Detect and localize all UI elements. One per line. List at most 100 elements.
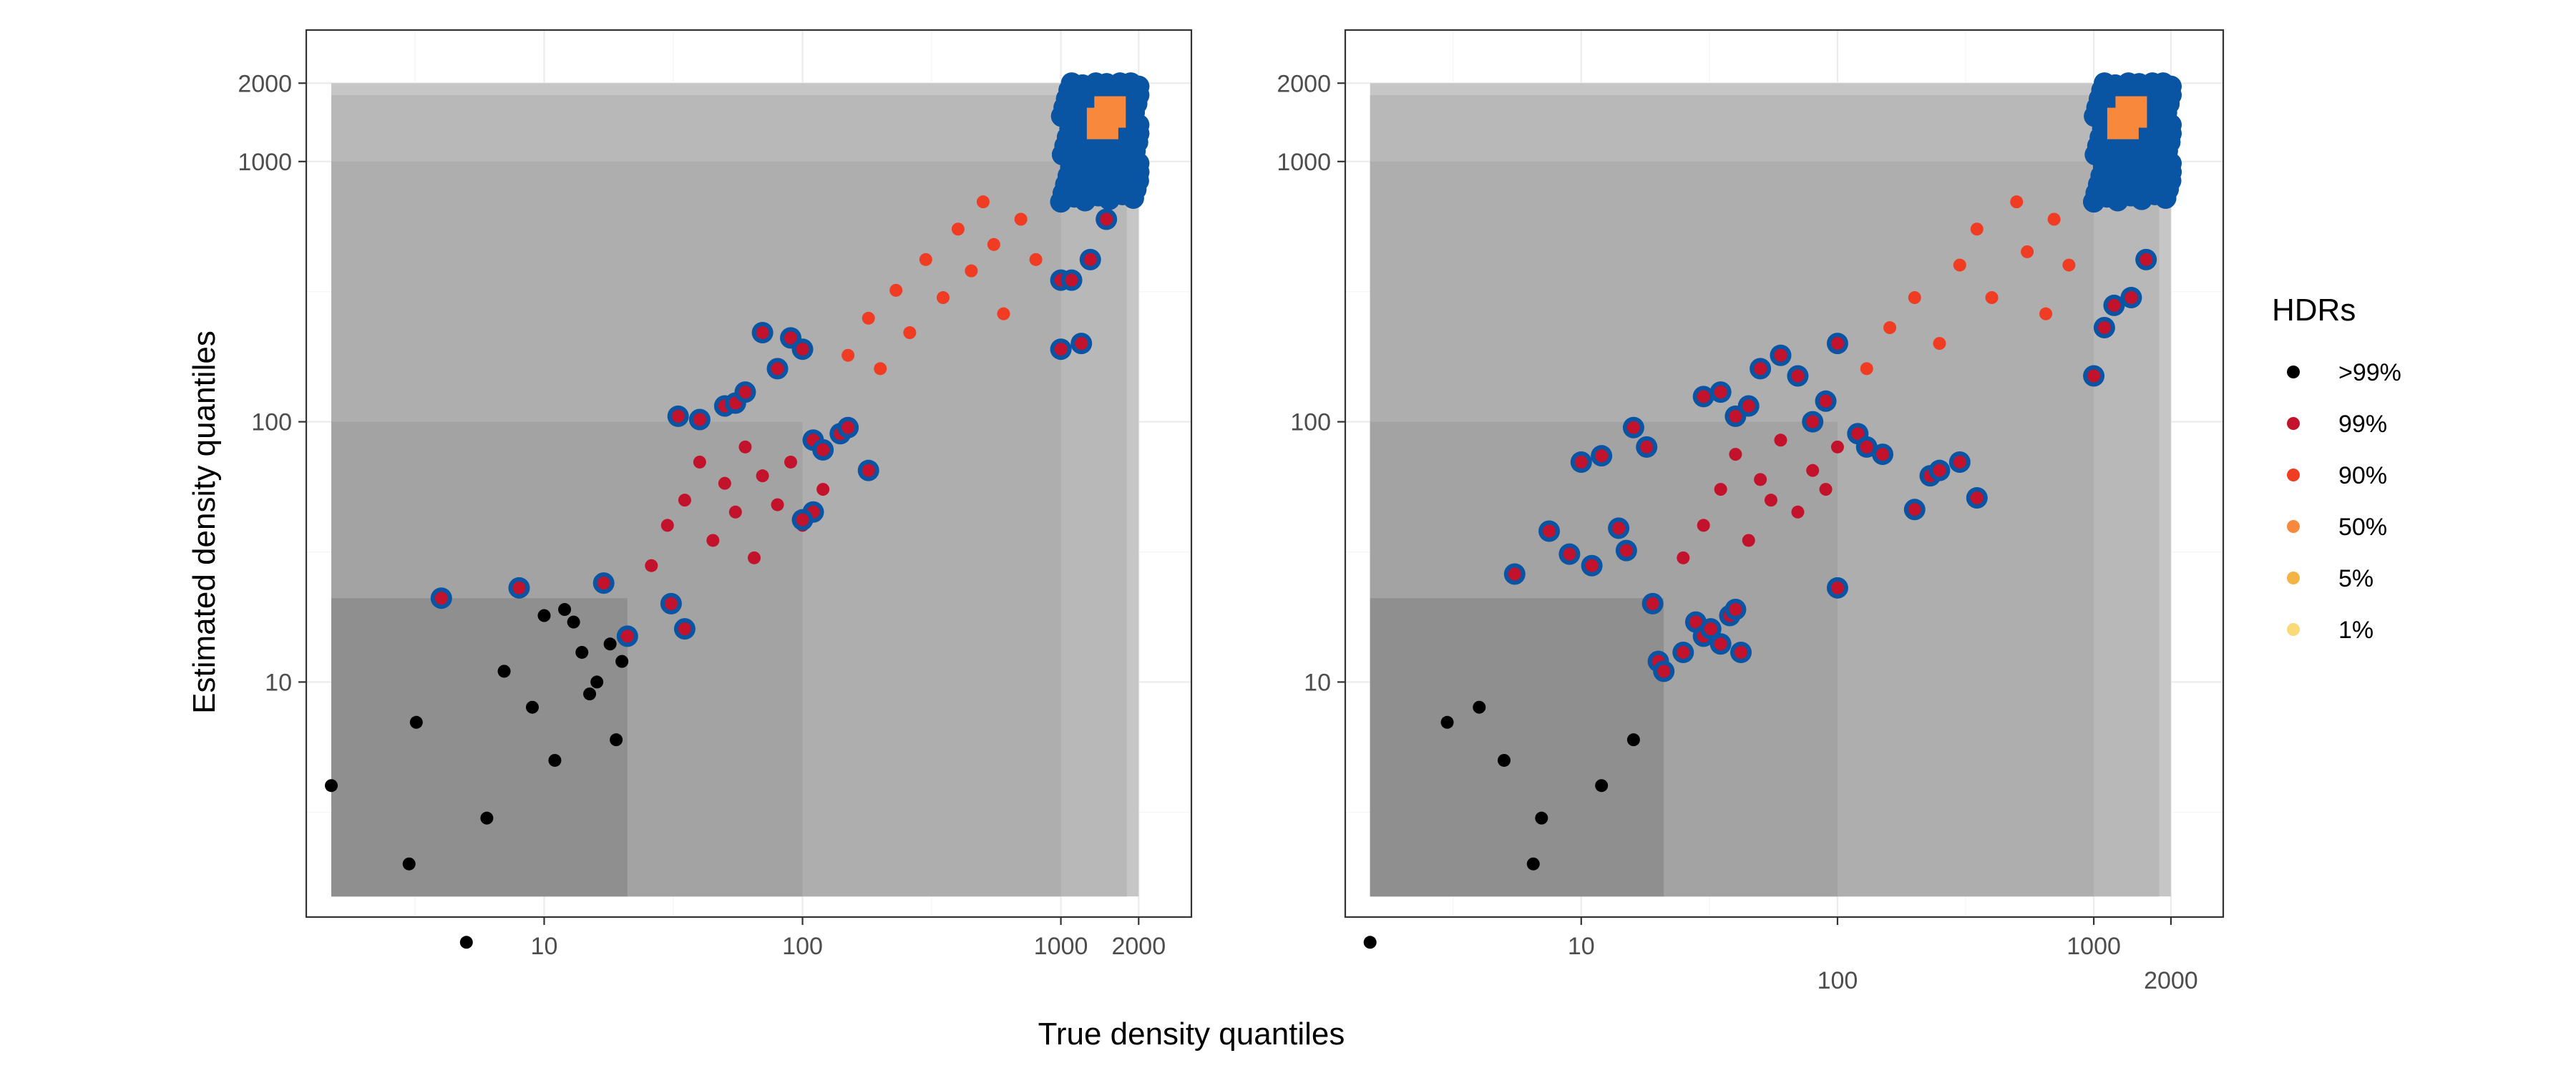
legend-key [2287, 572, 2300, 584]
x-tick-label: 1000 [1034, 933, 1088, 960]
data-point [816, 443, 830, 456]
data-point [1735, 645, 1748, 659]
data-point [402, 857, 416, 871]
y-axis-title: Estimated density quantiles [187, 330, 222, 714]
data-point [459, 936, 473, 949]
data-point [678, 622, 691, 636]
x-axis-title: True density quantiles [1038, 1016, 1345, 1052]
axes: 10 100 1000 2000 10 100 1000 2000 [1277, 70, 2197, 994]
data-point [567, 615, 580, 629]
data-point [1970, 491, 1984, 505]
data-point [693, 455, 706, 469]
data-point [512, 581, 526, 594]
data-point [548, 753, 562, 767]
legend-items: >99% 99% 90% 50% 5% 1% [2287, 359, 2401, 644]
panel-border [305, 29, 1193, 918]
legend: HDRs >99% 99% 90% 50% 5% 1% [2272, 293, 2401, 644]
data-point [324, 779, 338, 793]
data-point [976, 195, 990, 209]
cluster-point [2153, 110, 2175, 132]
data-point [575, 645, 589, 659]
data-point [1953, 258, 1966, 272]
data-point [1742, 399, 1755, 413]
data-point [1526, 857, 1540, 871]
hdr-band [331, 598, 628, 897]
data-point [987, 237, 1000, 251]
data-point [497, 665, 511, 678]
y-tick-label: 100 [251, 409, 292, 436]
cluster-point [2150, 80, 2172, 102]
data-point [1029, 253, 1043, 266]
cluster-point [2089, 88, 2111, 110]
data-point [615, 655, 629, 668]
data-point [1640, 440, 1654, 454]
data-point [1697, 519, 1710, 532]
data-point [1054, 343, 1068, 356]
data-point [1830, 581, 1844, 594]
data-point [1908, 291, 1921, 305]
data-point [645, 559, 658, 572]
data-point [603, 637, 617, 651]
data-point [1440, 715, 1454, 729]
cluster-point [2119, 146, 2141, 168]
y-tick-label: 100 [1290, 409, 1331, 436]
panel-left: 10 100 1000 2000 10 100 1000 2000 [238, 29, 1193, 960]
data-point [1883, 321, 1897, 335]
dense-cluster [1050, 72, 1150, 213]
data-point [1619, 544, 1633, 557]
dense-cluster [2083, 72, 2182, 213]
data-point [620, 629, 634, 643]
y-tick-label: 10 [265, 669, 292, 696]
data-point [1791, 369, 1805, 383]
cluster-point [1111, 183, 1133, 205]
data-point [1083, 253, 1097, 266]
legend-label: 90% [2338, 462, 2387, 489]
cluster-point [2128, 73, 2150, 95]
data-point [738, 440, 752, 454]
cluster-point [2101, 168, 2123, 190]
data-point [558, 603, 572, 617]
data-point [1689, 615, 1702, 629]
data-point [1697, 390, 1710, 403]
y-tick-label: 1000 [238, 149, 292, 176]
data-point [1677, 551, 1690, 564]
x-tick-label: 100 [1818, 967, 1858, 994]
data-point [965, 264, 978, 278]
data-point [1830, 440, 1844, 454]
points [324, 97, 1144, 949]
data-point [1985, 291, 1999, 305]
cluster-point [2085, 182, 2107, 204]
data-point [841, 421, 855, 434]
hdr-bands [331, 83, 1139, 897]
data-point [718, 476, 731, 490]
data-point [1535, 811, 1548, 825]
data-point [1704, 622, 1717, 636]
data-point [1497, 753, 1511, 767]
cluster-point [1096, 73, 1118, 95]
data-point [1677, 645, 1690, 659]
data-point [1714, 386, 1727, 399]
data-point [1508, 567, 1521, 581]
data-point [1933, 464, 1946, 477]
legend-label: 5% [2338, 565, 2373, 592]
data-point [862, 464, 875, 477]
cluster-point [1074, 190, 1096, 212]
data-point [1933, 337, 1946, 351]
data-point [936, 291, 950, 305]
cluster-point [1108, 154, 1131, 176]
cluster-point [2160, 161, 2182, 183]
data-point [1714, 483, 1727, 496]
data-point [1876, 448, 1890, 461]
legend-title: HDRs [2272, 293, 2356, 328]
cluster-point [1059, 117, 1081, 139]
legend-label: 1% [2338, 617, 2373, 644]
data-point [756, 469, 769, 483]
x-tick-label: 2000 [1111, 933, 1166, 960]
legend-key [2287, 623, 2300, 636]
data-point [1754, 473, 1767, 486]
cluster-point [1090, 176, 1112, 198]
data-point [1819, 483, 1833, 496]
axes: 10 100 1000 2000 10 100 1000 2000 [238, 70, 1166, 960]
data-point [590, 675, 604, 689]
data-point [1595, 779, 1609, 793]
